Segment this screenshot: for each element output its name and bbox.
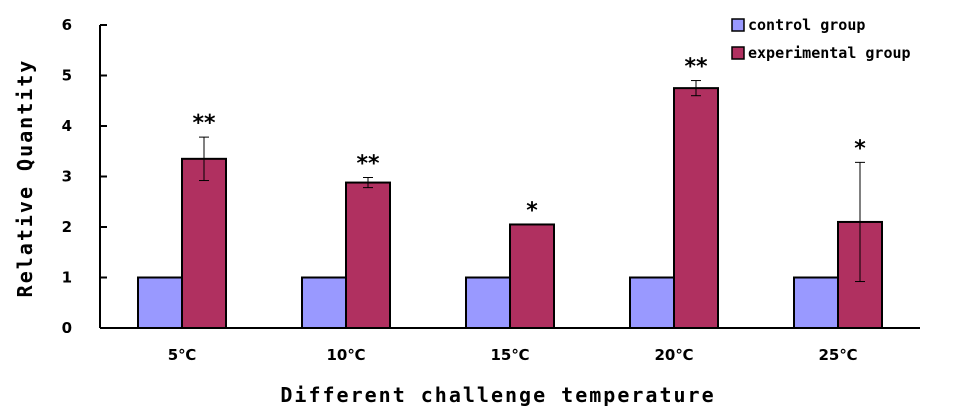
y-tick-label: 6 xyxy=(62,16,72,34)
significance-label: ** xyxy=(684,55,708,80)
control-bar xyxy=(301,276,347,329)
y-tick-label: 5 xyxy=(62,67,72,85)
y-tick-label: 4 xyxy=(62,117,72,135)
control-bar xyxy=(137,276,183,329)
control-bar xyxy=(629,276,675,329)
control-bar xyxy=(465,276,511,329)
control-bar xyxy=(793,276,839,329)
legend-label: control group xyxy=(748,16,865,34)
x-tick-label: 15℃ xyxy=(490,346,529,364)
significance-label: * xyxy=(854,136,866,161)
plot-area: 0 1 2 3 4 5 6 ** 5℃ ** 10℃ * 15℃ ** 20℃ * 25℃ xyxy=(62,16,920,364)
x-tick-label: 5℃ xyxy=(168,346,197,364)
x-tick-label: 10℃ xyxy=(326,346,365,364)
significance-label: ** xyxy=(192,111,216,136)
x-tick-label: 25℃ xyxy=(818,346,857,364)
legend-label: experimental group xyxy=(748,44,911,62)
y-tick-label: 0 xyxy=(62,319,72,337)
significance-label: * xyxy=(526,198,538,223)
y-tick-label: 1 xyxy=(62,269,72,287)
experimental-bar xyxy=(673,87,719,329)
y-tick-label: 2 xyxy=(62,218,72,236)
experimental-bar xyxy=(345,181,391,329)
experimental-legend-swatch xyxy=(731,46,745,60)
significance-label: ** xyxy=(356,152,380,177)
legend: control group experimental group xyxy=(731,16,911,62)
experimental-bar xyxy=(509,223,555,330)
x-axis-label: Different challenge temperature xyxy=(280,383,715,407)
control-legend-swatch xyxy=(731,18,745,32)
experimental-bar xyxy=(181,157,227,329)
x-tick-label: 20℃ xyxy=(654,346,693,364)
y-tick-label: 3 xyxy=(62,168,72,186)
y-axis-label: Relative Quantity xyxy=(13,59,37,298)
